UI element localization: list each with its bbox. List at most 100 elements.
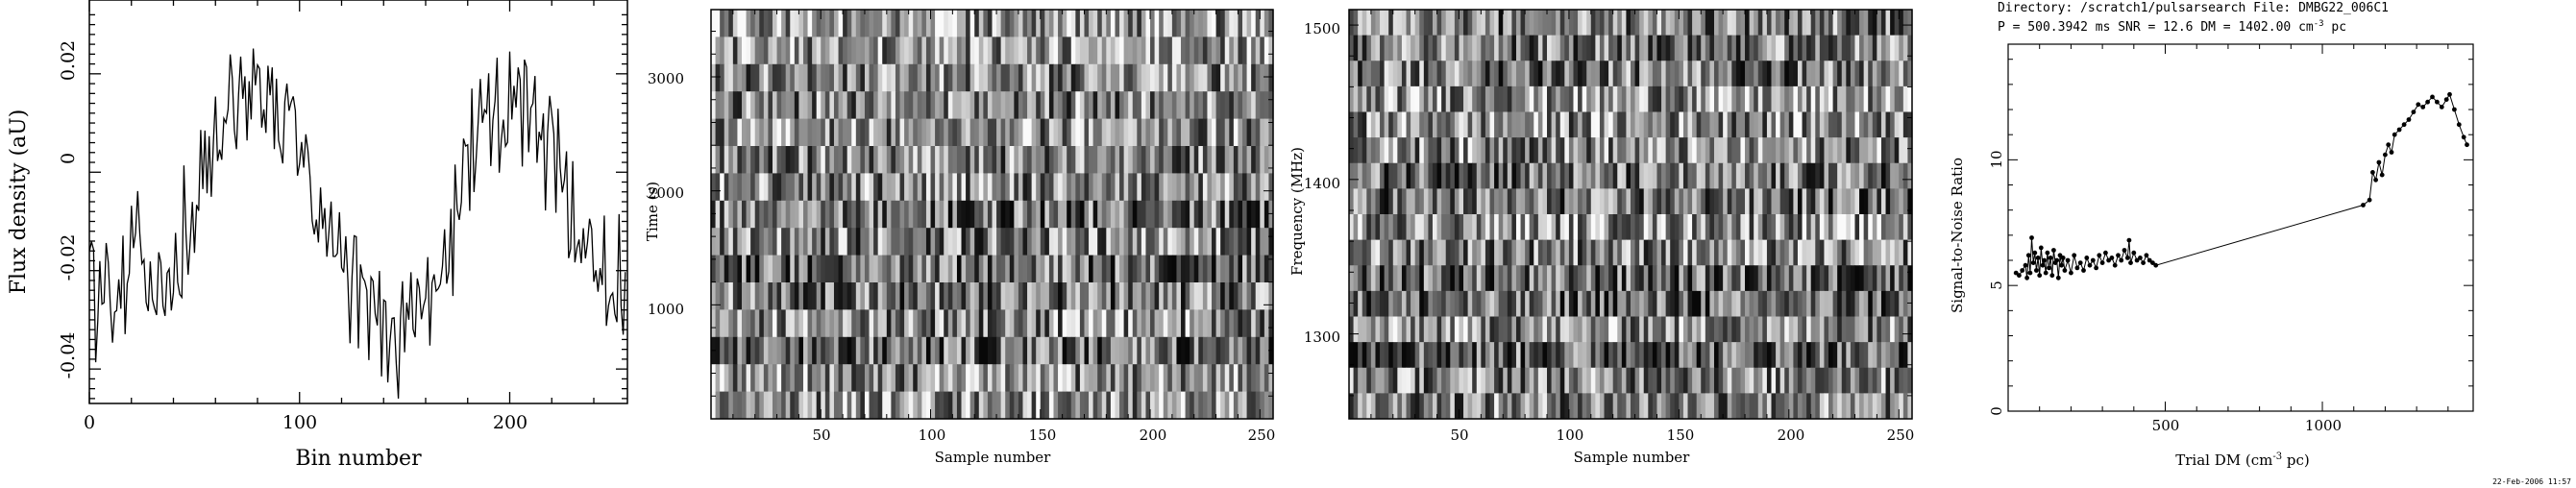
greyscale-cell <box>1366 162 1372 189</box>
greyscale-cell <box>1370 342 1377 369</box>
greyscale-cell <box>1648 316 1654 343</box>
greyscale-cell <box>1696 316 1702 343</box>
greyscale-cell <box>781 146 787 174</box>
greyscale-cell <box>1198 282 1204 310</box>
greyscale-cell <box>1608 316 1614 343</box>
greyscale-cell <box>1665 35 1671 61</box>
greyscale-cell <box>1776 35 1781 61</box>
greyscale-cell <box>1713 61 1720 87</box>
greyscale-cell <box>956 200 963 229</box>
greyscale-cell <box>759 336 765 365</box>
greyscale-cell <box>802 118 809 147</box>
greyscale-cell <box>759 173 765 202</box>
greyscale-cell <box>1181 146 1187 174</box>
greyscale-cell <box>1119 391 1125 420</box>
greyscale-cell <box>1885 290 1891 317</box>
greyscale-cell <box>1454 61 1460 87</box>
snr-point <box>2367 197 2372 203</box>
greyscale-cell <box>1604 111 1609 138</box>
greyscale-cell <box>1255 309 1261 338</box>
greyscale-cell <box>1414 214 1420 241</box>
greyscale-cell <box>1754 85 1759 112</box>
greyscale-cell <box>1375 162 1381 189</box>
greyscale-cell <box>1128 37 1134 65</box>
greyscale-cell <box>1652 85 1658 112</box>
greyscale-cell <box>768 146 773 174</box>
greyscale-cell <box>1366 342 1372 369</box>
greyscale-cell <box>1863 188 1869 215</box>
greyscale-cell <box>812 10 818 37</box>
greyscale-cell <box>1731 111 1737 138</box>
greyscale-cell <box>1503 316 1509 343</box>
greyscale-cell <box>877 37 883 65</box>
greyscale-cell <box>1880 61 1887 87</box>
greyscale-cell <box>983 255 989 283</box>
greyscale-cell <box>1005 146 1011 174</box>
greyscale-cell <box>1171 91 1178 119</box>
greyscale-cell <box>802 364 809 392</box>
greyscale-cell <box>1762 10 1768 37</box>
greyscale-cell <box>1661 137 1667 164</box>
greyscale-cell <box>869 91 874 119</box>
greyscale-cell <box>1731 214 1737 241</box>
greyscale-cell <box>1537 214 1544 241</box>
greyscale-cell <box>966 10 971 37</box>
greyscale-cell <box>983 391 989 420</box>
greyscale-cell <box>882 37 888 65</box>
greyscale-cell <box>1027 228 1033 256</box>
greyscale-cell <box>1599 137 1606 164</box>
greyscale-cell <box>715 282 721 310</box>
greyscale-cell <box>1621 137 1628 164</box>
greyscale-cell <box>1472 35 1478 61</box>
greyscale-cell <box>1788 290 1794 317</box>
greyscale-cell <box>1718 137 1724 164</box>
greyscale-cell <box>1481 162 1486 189</box>
greyscale-cell <box>851 37 857 65</box>
greyscale-cell <box>846 118 852 147</box>
greyscale-cell <box>1246 200 1252 229</box>
greyscale-cell <box>1674 61 1680 87</box>
greyscale-cell <box>1031 63 1037 92</box>
greyscale-cell <box>882 91 888 119</box>
greyscale-cell <box>1000 200 1006 229</box>
greyscale-cell <box>1463 239 1469 266</box>
greyscale-cell <box>1740 214 1746 241</box>
greyscale-cell <box>1740 367 1746 394</box>
greyscale-cell <box>864 282 871 310</box>
greyscale-cell <box>1556 85 1561 112</box>
greyscale-cell <box>886 37 892 65</box>
greyscale-cell <box>711 10 717 37</box>
greyscale-cell <box>1713 367 1720 394</box>
greyscale-cell <box>983 309 989 338</box>
greyscale-cell <box>829 391 835 420</box>
snr-ytick: 5 <box>1988 281 2005 290</box>
greyscale-cell <box>996 364 1002 392</box>
time-phase-panel: 50 100 150 200 250 1000 2000 3000 Sample… <box>644 9 1275 466</box>
greyscale-cell <box>1511 214 1517 241</box>
greyscale-cell <box>1419 393 1425 420</box>
greyscale-cell <box>1092 146 1098 174</box>
greyscale-cell <box>1705 111 1711 138</box>
greyscale-cell <box>908 391 914 420</box>
greyscale-cell <box>1233 63 1239 92</box>
greyscale-cell <box>895 255 901 283</box>
greyscale-cell <box>1224 391 1230 420</box>
greyscale-cell <box>1608 188 1614 215</box>
greyscale-cell <box>843 37 848 65</box>
greyscale-cell <box>1815 265 1821 292</box>
greyscale-cell <box>1251 10 1257 37</box>
greyscale-cell <box>966 91 971 119</box>
frequency-phase-ytick: 1300 <box>1304 329 1340 346</box>
greyscale-cell <box>1701 239 1706 266</box>
greyscale-cell <box>1358 290 1363 317</box>
greyscale-cell <box>855 10 861 37</box>
greyscale-cell <box>790 91 796 119</box>
greyscale-cell <box>1220 255 1226 283</box>
greyscale-cell <box>1428 85 1434 112</box>
greyscale-cell <box>1255 118 1261 147</box>
snr-point <box>2057 253 2063 258</box>
greyscale-cell <box>1084 255 1090 283</box>
greyscale-cell <box>1384 214 1389 241</box>
greyscale-cell <box>1771 162 1777 189</box>
greyscale-cell <box>1595 111 1601 138</box>
